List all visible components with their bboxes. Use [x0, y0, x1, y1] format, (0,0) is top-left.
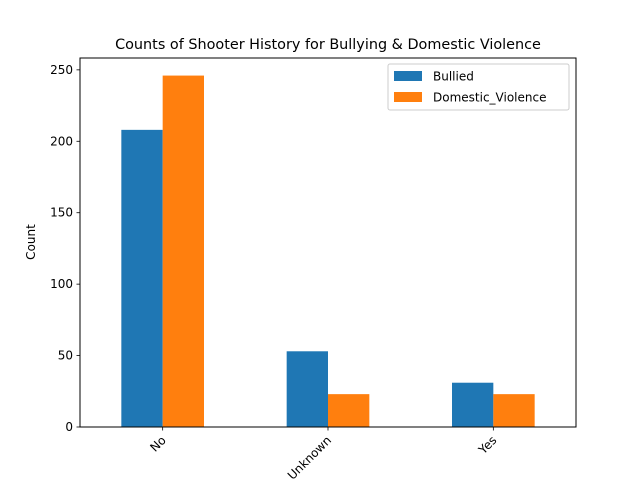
y-tick-label: 0 — [65, 420, 73, 434]
legend-frame — [387, 63, 570, 111]
bars-layer — [121, 75, 535, 428]
y-tick-label: 200 — [50, 134, 73, 148]
plot-area-frame — [79, 57, 577, 428]
bar-bullied-yes — [452, 382, 494, 427]
legend-label-bullied: Bullied — [433, 70, 474, 84]
legend-swatch-bullied — [394, 71, 422, 81]
bar-domestic-violence-no — [162, 75, 204, 428]
legend-swatch-domestic-violence — [394, 92, 422, 102]
bar-bullied-unknown — [286, 351, 328, 427]
bar-domestic-violence-unknown — [328, 394, 370, 427]
legend: Bullied Domestic_Violence — [387, 63, 570, 111]
y-axis-ticks: 0 50 100 150 200 250 — [50, 63, 80, 434]
bar-bullied-no — [121, 129, 163, 427]
y-tick-label: 100 — [50, 277, 73, 291]
y-axis-label: Count — [24, 224, 38, 260]
legend-label-domestic-violence: Domestic_Violence — [433, 91, 546, 105]
y-tick-label: 250 — [50, 63, 73, 77]
y-tick-label: 150 — [50, 206, 73, 220]
chart-title: Counts of Shooter History for Bullying &… — [115, 37, 541, 53]
y-tick-label: 50 — [58, 349, 73, 363]
bar-domestic-violence-yes — [493, 394, 535, 427]
